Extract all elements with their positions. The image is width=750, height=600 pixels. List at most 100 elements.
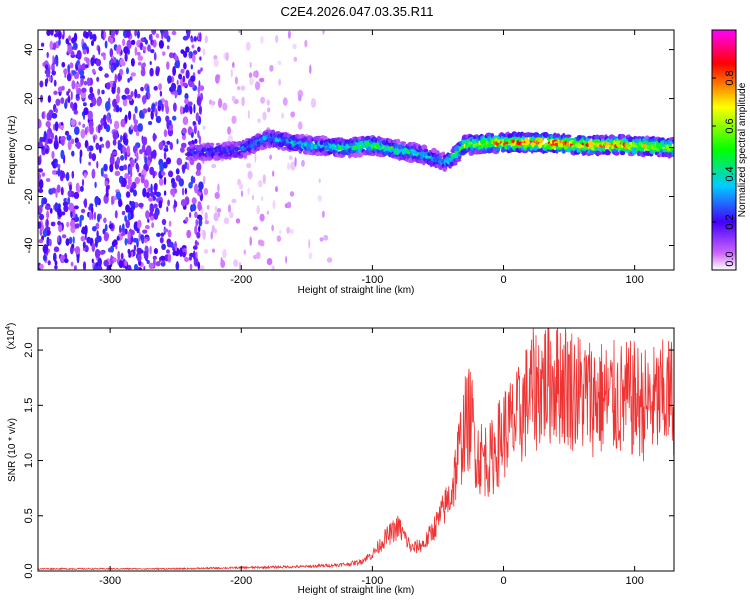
spectrogram-cell	[193, 176, 196, 183]
spectrogram-cell	[182, 35, 189, 41]
spectrogram-cell	[290, 161, 296, 171]
spectrogram-cell	[126, 39, 132, 50]
spectrogram-cell	[114, 73, 118, 84]
spectrogram-cell	[272, 200, 276, 210]
snr-xtick-label: -300	[99, 575, 121, 587]
spectrogram-cell	[166, 119, 170, 130]
spectrogram-cell	[91, 242, 96, 253]
spectrogram-cell	[162, 51, 166, 56]
spectrogram-cell	[135, 162, 139, 170]
spectrogram-cell	[47, 138, 53, 144]
snr-ytick-label: 1.5	[23, 398, 35, 413]
spectrogram-cell	[48, 238, 52, 247]
spectrogram-cell	[54, 30, 60, 33]
spectrogram-cell	[38, 213, 45, 221]
spectrogram-cell	[123, 164, 128, 171]
spectrogram-cell	[222, 102, 228, 111]
spectrogram-cell	[198, 105, 202, 115]
spectrogram-cell	[289, 228, 294, 234]
spectrogram-cell	[75, 223, 80, 229]
spectrogram-cell	[180, 146, 185, 153]
colorbar: 0.0 0.2 0.4 0.6 0.8 Normalized spectral ampl…	[711, 29, 748, 271]
spectrogram-cell	[87, 110, 94, 121]
spectrogram-cell	[76, 141, 81, 149]
spectrogram-cell	[119, 225, 122, 234]
spectrogram-cell	[271, 224, 274, 232]
spectrogram-cell	[58, 38, 61, 46]
spectrogram-cell	[196, 231, 201, 239]
spectrogram-cell	[124, 173, 129, 179]
spectrogram-cell	[167, 75, 172, 84]
spectrogram-cell	[122, 38, 126, 47]
spectrogram-cell	[288, 155, 293, 160]
spectrogram-cell	[176, 79, 179, 86]
spectrogram-ridge-cell	[495, 146, 500, 152]
spectrogram-cell	[60, 97, 65, 104]
spectrogram-cell	[94, 195, 100, 205]
spectrogram-cell	[127, 212, 132, 220]
spectrogram-cell	[249, 236, 252, 246]
spectrogram-cell	[109, 163, 114, 173]
spectrogram-cell	[137, 55, 143, 61]
spectrogram-cell	[82, 261, 87, 270]
spectrogram-cell	[153, 211, 159, 220]
spectrogram-cell	[176, 59, 180, 69]
spectrogram-cell	[141, 46, 147, 51]
snr-ytick-label: 2.0	[23, 342, 35, 357]
spectrogram-cell	[147, 218, 150, 223]
spectrogram-cell	[120, 155, 125, 161]
spectrogram-ytick-label: 20	[23, 92, 35, 104]
spectrogram-cell	[57, 163, 61, 169]
spectrogram-cell	[57, 30, 62, 40]
spectrogram-cell	[123, 134, 127, 144]
spectrogram-cell	[200, 265, 205, 270]
spectrogram-cell	[45, 148, 49, 153]
spectrogram-cell	[112, 196, 118, 201]
spectrogram-cell	[225, 52, 229, 61]
spectrogram-cell	[159, 90, 163, 97]
spectrogram-ridge-cell	[327, 150, 333, 155]
spectrogram-cell	[185, 69, 190, 79]
spectrogram-cell	[105, 140, 111, 149]
spectrogram-cell	[181, 142, 187, 149]
spectrogram-ytick-label: -40	[23, 238, 35, 254]
spectrogram-cell	[46, 133, 52, 139]
spectrogram-cell	[148, 197, 154, 202]
spectrogram-cell	[161, 243, 167, 251]
spectrogram-cell	[91, 206, 94, 214]
spectrogram-cell	[148, 262, 155, 269]
spectrogram-cell	[232, 61, 235, 68]
spectrogram-ridge-cell	[640, 148, 645, 152]
spectrogram-cell	[50, 30, 54, 36]
spectrogram-cell	[65, 38, 70, 45]
spectrogram-cell	[56, 184, 61, 193]
spectrogram-cell	[105, 101, 111, 111]
spectrogram-cell	[276, 235, 282, 242]
spectrogram-cell	[60, 186, 64, 196]
spectrogram-cell	[183, 50, 188, 58]
spectrogram-cell	[142, 108, 148, 114]
spectrogram-cell	[294, 157, 297, 167]
spectrogram-cell	[121, 94, 127, 100]
spectrogram-cell	[238, 30, 241, 33]
spectrogram-cell	[103, 232, 110, 240]
spectrogram-cell	[118, 197, 122, 208]
spectrogram-cell	[110, 64, 115, 73]
spectrogram-cell	[200, 67, 203, 72]
spectrogram-cell	[125, 219, 130, 229]
colorbar-tick-label: 0.0	[724, 251, 736, 266]
spectrogram-cell	[69, 219, 76, 228]
spectrogram-cell	[192, 54, 196, 63]
spectrogram-cell	[125, 191, 131, 198]
spectrogram-cell	[92, 33, 97, 42]
spectrogram-cell	[89, 86, 93, 95]
spectrogram-cell	[64, 72, 67, 78]
spectrogram-cell	[249, 61, 252, 69]
spectrogram-cell	[233, 259, 239, 267]
spectrogram-cell	[175, 261, 179, 270]
spectrogram-cell	[80, 208, 86, 214]
spectrogram-cell	[147, 107, 151, 113]
spectrogram-cell	[124, 260, 128, 267]
spectrogram-cell	[142, 62, 146, 68]
spectrogram-cell	[214, 228, 217, 234]
